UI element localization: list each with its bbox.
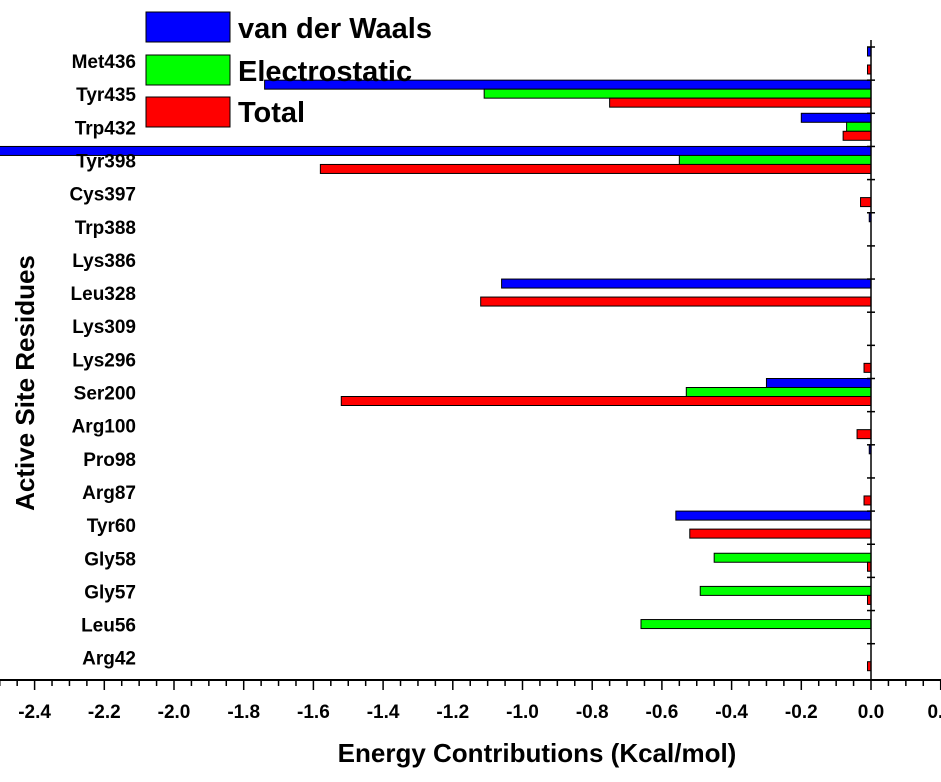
x-tick-label: -0.4 [715,702,748,723]
y-tick-label-cys397: Cys397 [69,185,136,206]
x-tick-label: -2.2 [88,702,121,723]
x-tick-label: -1.4 [367,702,400,723]
y-tick-label-lys309: Lys309 [72,317,136,338]
y-tick-label-lys296: Lys296 [72,350,136,371]
bar-leu328-total [480,296,872,307]
x-tick-label: 0.2 [927,702,941,723]
y-tick-label-tyr60: Tyr60 [87,516,136,537]
labels-layer: Met436 Tyr435 Trp432 Tyr398 Cys397 Trp388 Lys3… [18,52,941,723]
bar-tyr398-electrostatic [678,154,872,165]
legend-label-total: Total [238,97,305,129]
bar-arg87-total [863,495,872,506]
y-tick-label-gly57: Gly57 [84,582,136,603]
y-tick-label-gly58: Gly58 [84,549,136,570]
bar-leu328-van-der-waals [501,278,872,289]
bar-tyr435-electrostatic [483,88,872,99]
legend-swatch-total [145,96,231,128]
x-tick-label: -1.6 [297,702,330,723]
legend: van der Waals Electrostatic Total [145,11,432,129]
bar-tyr60-van-der-waals [675,510,872,521]
x-tick-label: -0.2 [785,702,818,723]
y-axis-title: Active Site Residues [10,255,40,511]
bar-gly58-electrostatic [713,552,872,563]
y-tick-label-lys386: Lys386 [72,251,136,272]
x-tick-label: -1.8 [227,702,260,723]
x-axis-title: Energy Contributions (Kcal/mol) [338,738,737,768]
bar-leu56-electrostatic [640,619,872,630]
bar-trp432-van-der-waals [800,112,872,123]
y-tick-label-tyr435: Tyr435 [76,85,136,106]
bar-arg100-total [856,429,872,440]
bar-trp432-total [842,130,872,141]
y-tick-label-met436: Met436 [72,52,136,73]
bar-ser200-total [340,396,872,406]
y-tick-label-ser200: Ser200 [74,384,136,405]
y-tick-label-arg42: Arg42 [82,649,136,670]
bar-cys397-total [860,197,872,208]
x-tick-label: -1.2 [436,702,469,723]
bar-ser200-electrostatic [685,387,872,397]
y-tick-label-tyr398: Tyr398 [76,151,136,172]
x-tick-label: -2.0 [158,702,191,723]
bar-lys296-total [863,362,872,373]
legend-swatch-van-der-waals [145,11,231,43]
bar-tyr398-total [319,163,872,174]
x-tick-label: 0.0 [858,702,884,723]
y-tick-label-trp432: Trp432 [75,118,136,139]
legend-label-electrostatic: Electrostatic [238,56,412,88]
bar-tyr435-total [609,97,872,108]
bar-gly57-electrostatic [699,585,872,596]
y-tick-label-leu328: Leu328 [71,284,136,305]
y-tick-label-trp388: Trp388 [75,218,136,239]
x-tick-label: -2.4 [18,702,51,723]
bar-trp432-electrostatic [846,121,872,132]
axes-layer [0,40,941,690]
y-tick-label-arg100: Arg100 [72,417,136,438]
x-tick-label: -0.6 [646,702,679,723]
y-tick-label-pro98: Pro98 [83,450,136,471]
y-tick-label-arg87: Arg87 [82,483,136,504]
legend-label-van-der-waals: van der Waals [238,13,432,45]
y-tick-label-leu56: Leu56 [81,616,136,637]
bar-ser200-van-der-waals [765,378,872,388]
x-tick-label: -1.0 [506,702,539,723]
legend-swatch-electrostatic [145,54,231,86]
bar-tyr60-total [689,528,872,539]
x-tick-label: -0.8 [576,702,609,723]
